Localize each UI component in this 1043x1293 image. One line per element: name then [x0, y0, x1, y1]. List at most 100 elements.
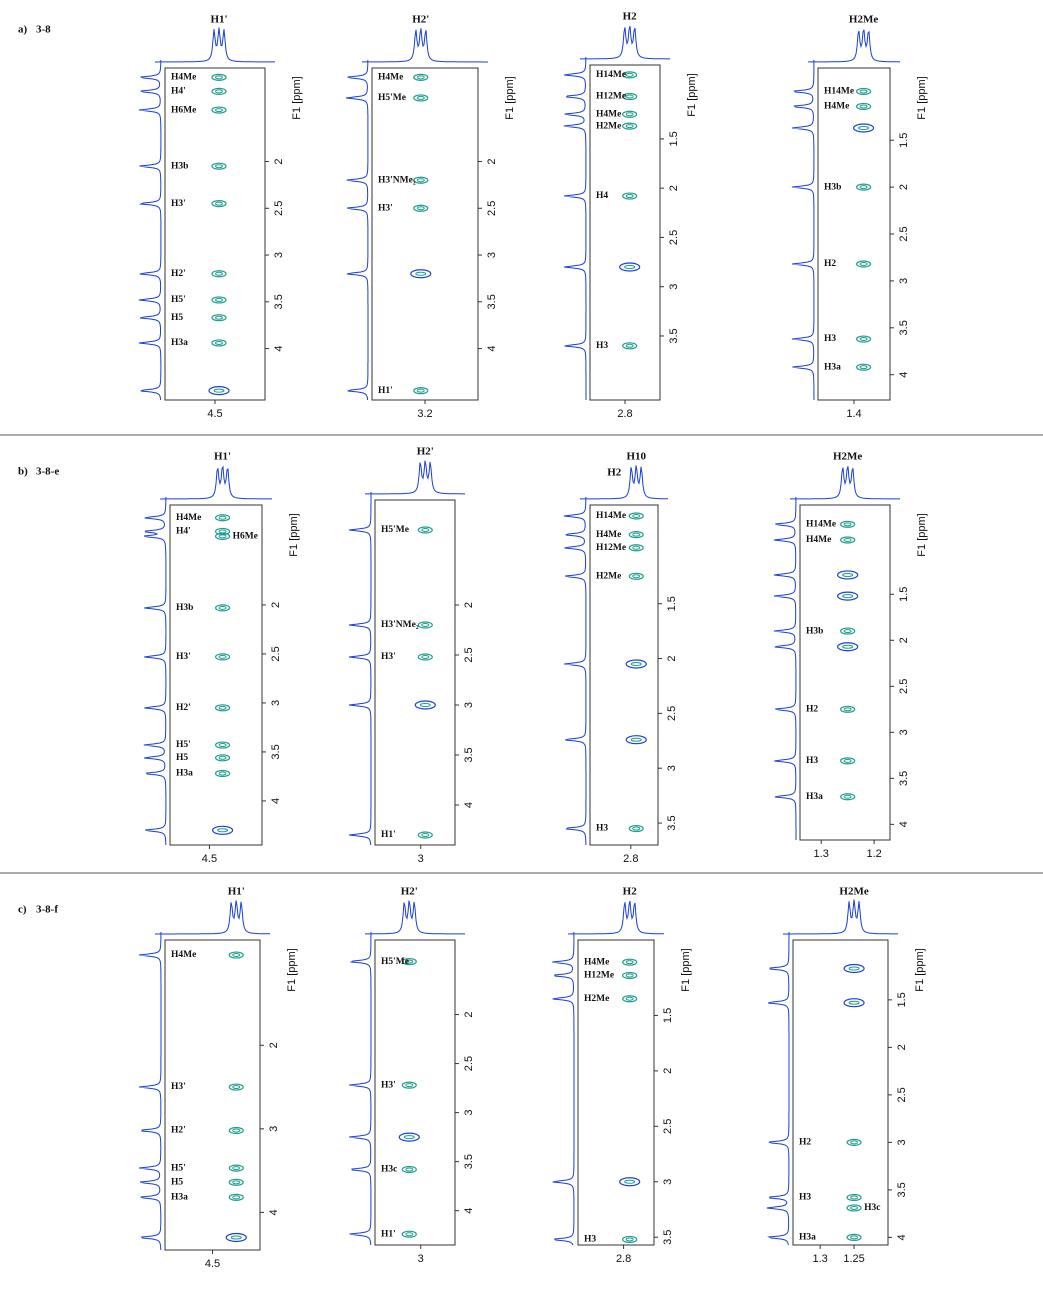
cross-peak-core [215, 297, 223, 302]
cross-peak [846, 1193, 862, 1202]
cross-peak [214, 754, 231, 762]
x-tick-label: 1.2 [866, 848, 881, 860]
peak-label: H3' [171, 1082, 186, 1092]
cross-peak-core [632, 826, 641, 831]
cross-peak-core [858, 126, 870, 131]
y-tick-label: 3.5 [486, 294, 498, 309]
top-trace [155, 27, 275, 63]
cross-peak [228, 951, 244, 959]
peak-label: H5 [176, 753, 188, 763]
left-trace [138, 932, 162, 1251]
cross-peak [228, 1193, 244, 1201]
irradiated-label: H2Me [839, 886, 868, 898]
cross-peak [413, 73, 429, 81]
y-tick-label: 2 [486, 158, 498, 164]
cross-peak [840, 627, 856, 635]
cross-peak [214, 704, 231, 712]
y-tick-label: 3 [666, 765, 678, 771]
y-tick-label: 3 [898, 729, 910, 735]
peak-label: H3'NMe₂ [378, 175, 416, 185]
y-tick-label: 2.5 [666, 706, 678, 721]
peak-label: H3a [176, 769, 193, 779]
y-tick-label: 2 [898, 184, 910, 190]
cross-peak-core [232, 953, 241, 958]
peak-label: H2 [806, 705, 818, 715]
cross-peak [843, 963, 865, 974]
irradiated-label: H2 [623, 886, 638, 898]
cross-peak-core [421, 623, 430, 627]
cross-peak-core [848, 1000, 860, 1005]
cross-peak [855, 335, 872, 343]
top-trace [783, 899, 898, 935]
cross-peak-core [215, 75, 223, 80]
peak-label: H3' [176, 652, 191, 662]
y-tick-label: 1.5 [898, 587, 910, 602]
cross-peak [625, 735, 647, 745]
cross-peak [225, 1232, 247, 1243]
cross-peak-core [215, 164, 223, 169]
y-tick-label: 3.5 [668, 328, 680, 343]
left-trace [143, 497, 167, 845]
top-trace [365, 900, 465, 935]
cross-peak [619, 1177, 641, 1187]
cross-peak-core [416, 206, 425, 211]
cross-peak-core [213, 388, 225, 393]
sample-label: 3-8-f [36, 904, 58, 916]
y-tick-label: 2.5 [896, 1087, 908, 1102]
row-label: b) [18, 466, 28, 478]
y-tick-label: 2.5 [668, 230, 680, 245]
cross-peak [840, 793, 856, 801]
peak-label: H5'Me [381, 957, 409, 967]
cross-peak [622, 995, 638, 1003]
axis-label: F1 [ppm] [686, 73, 698, 116]
peak-label: H3b [171, 161, 188, 171]
spectrum-frame [164, 67, 266, 401]
peak-label: H4Me [378, 73, 403, 83]
cross-peak [414, 700, 436, 710]
y-tick-label: 2 [463, 1011, 475, 1017]
cross-peak-core [850, 1205, 859, 1210]
cross-peak-core [843, 794, 852, 799]
cross-peak [214, 532, 231, 540]
cross-peak [228, 1083, 244, 1091]
peak-label: H2' [171, 1126, 186, 1136]
cross-peak-core [421, 833, 430, 837]
y-tick-label: 2 [268, 1042, 280, 1048]
x-tick-label: 1.3 [814, 848, 829, 860]
peak-label: H4Me [176, 513, 201, 523]
cross-peak-core [215, 108, 223, 113]
peak-label: H3a [171, 1193, 188, 1203]
cross-peak [855, 363, 872, 371]
cross-peak-core [218, 743, 227, 748]
peak-label: H3 [596, 824, 608, 834]
x-tick-label: 2.8 [616, 1253, 631, 1265]
y-tick-label: 3 [896, 1139, 908, 1145]
cross-peak [413, 387, 429, 395]
axis-label: F1 [ppm] [916, 76, 928, 119]
cross-peak-core [232, 1085, 241, 1090]
spectrum-frame [799, 504, 891, 841]
y-tick-label: 4 [463, 802, 475, 808]
x-tick-label: 1.4 [846, 408, 861, 420]
cross-peak [628, 544, 644, 552]
peak-label: H4Me [596, 109, 621, 119]
cross-peak [837, 591, 859, 601]
cross-peak [214, 653, 231, 661]
peak-label: H5' [176, 740, 191, 750]
cross-peak-core [421, 528, 430, 532]
axis-label: F1 [ppm] [286, 948, 298, 991]
y-tick-label: 4 [898, 372, 910, 378]
y-tick-label: 2 [896, 1044, 908, 1050]
peak-label: H12Me [584, 971, 614, 981]
cross-peak [846, 1138, 862, 1146]
left-trace [563, 497, 587, 845]
peak-label: H3 [584, 1235, 596, 1245]
cross-peak-core [232, 1195, 241, 1200]
peak-label: H4 [596, 191, 608, 201]
peak-label: H6Me [171, 105, 196, 115]
cross-peak [417, 831, 433, 839]
peak-label: H14Me [806, 520, 836, 530]
cross-peak-core [632, 532, 641, 537]
peak-label: H12Me [596, 92, 626, 102]
